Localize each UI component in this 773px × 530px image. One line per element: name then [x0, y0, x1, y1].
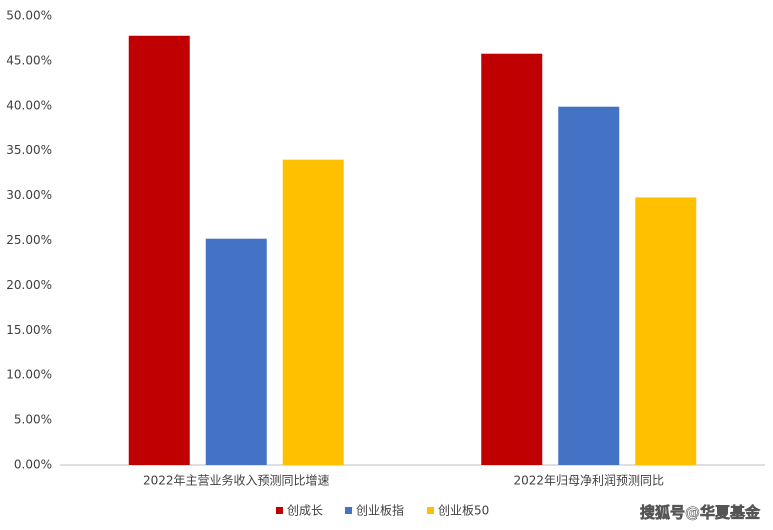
- y-tick-label: 35.00%: [6, 143, 52, 157]
- legend-label: 创业板指: [356, 503, 404, 518]
- bar: [558, 106, 620, 465]
- bar: [481, 53, 543, 465]
- x-tick-label: 2022年主营业务收入预测同比增速: [143, 473, 330, 488]
- y-tick-label: 0.00%: [14, 458, 52, 472]
- y-tick-label: 45.00%: [6, 53, 52, 67]
- y-tick-label: 20.00%: [6, 278, 52, 292]
- y-tick-label: 40.00%: [6, 98, 52, 112]
- y-tick-label: 25.00%: [6, 233, 52, 247]
- legend-label: 创业板50: [438, 504, 489, 518]
- legend-swatch: [276, 507, 283, 514]
- bar: [205, 238, 267, 465]
- bar: [635, 197, 697, 465]
- y-tick-label: 15.00%: [6, 323, 52, 337]
- legend-label: 创成长: [287, 504, 323, 518]
- watermark: 搜狐号@华夏基金: [640, 504, 761, 522]
- legend-swatch: [345, 507, 352, 514]
- bar: [282, 159, 344, 465]
- x-tick-label: 2022年归母净利润预测同比: [513, 474, 664, 488]
- y-tick-label: 5.00%: [14, 413, 52, 427]
- y-tick-label: 50.00%: [6, 9, 52, 23]
- bar: [128, 35, 190, 465]
- legend-swatch: [427, 507, 434, 514]
- y-tick-label: 30.00%: [6, 188, 52, 202]
- y-tick-label: 10.00%: [6, 368, 52, 382]
